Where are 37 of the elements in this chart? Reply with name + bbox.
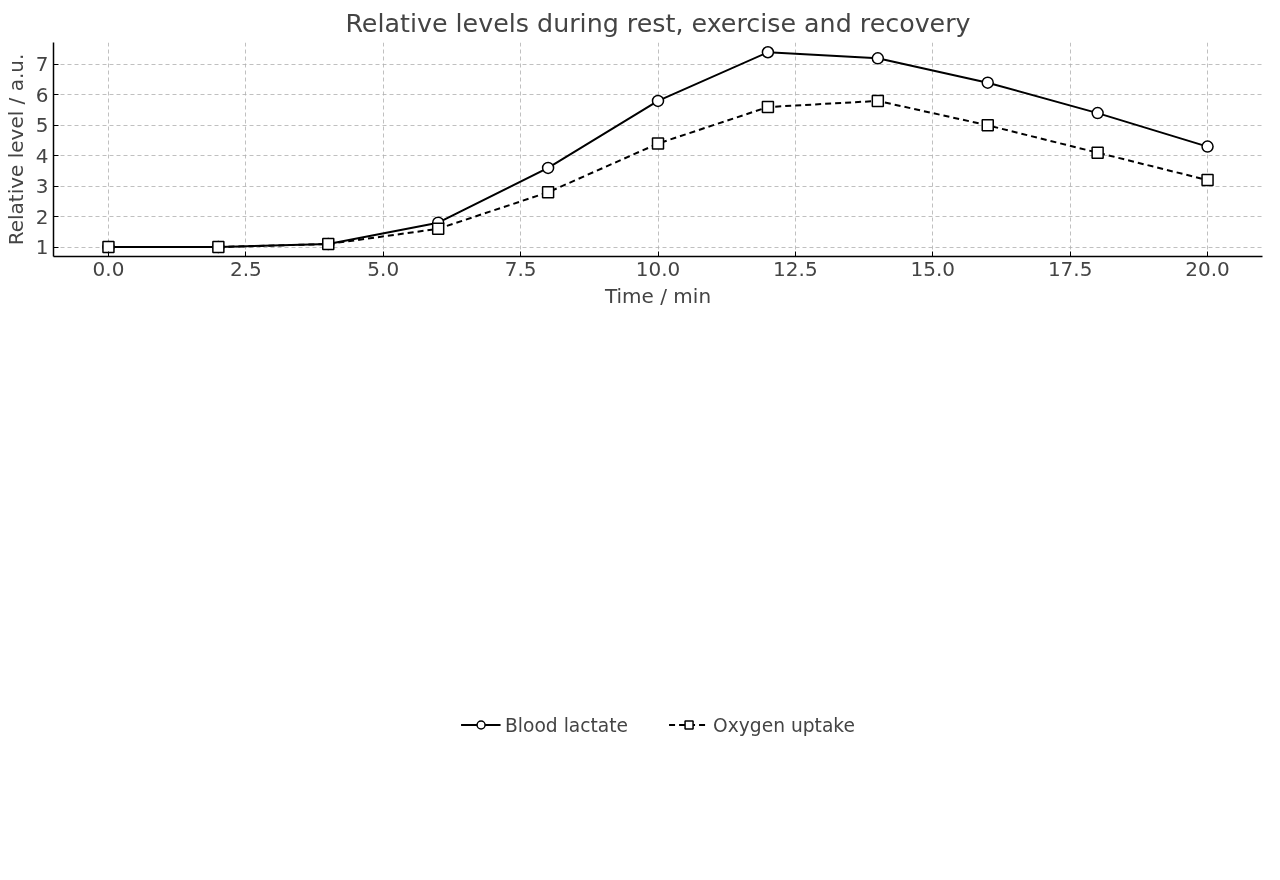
point (981, 119, 994, 132)
point (541, 186, 555, 199)
y-tick-label: 2 (35, 204, 49, 229)
y-tick-label: 7 (35, 52, 49, 77)
y-tick-label: 4 (35, 143, 49, 168)
point (981, 76, 994, 89)
point (761, 100, 775, 114)
y-tick-label: 5 (35, 113, 49, 138)
x-tick-label: 15.0 (910, 256, 956, 281)
point (1091, 146, 1104, 159)
x-tick-label: 12.5 (773, 256, 818, 281)
legend-label: Blood lactate (505, 714, 629, 736)
x-tick-label: 5.0 (367, 256, 400, 281)
point (1201, 140, 1214, 153)
x-tick-label: 0.0 (92, 256, 125, 281)
point (871, 52, 885, 65)
y-tick-label: 6 (35, 82, 49, 107)
legend-label: Oxygen uptake (713, 714, 855, 736)
point (1201, 173, 1214, 187)
x-tick-label: 2.5 (229, 256, 262, 281)
point (761, 46, 775, 59)
point (651, 137, 665, 150)
point (651, 94, 665, 108)
point (322, 237, 335, 251)
x-tick-label: 20.0 (1185, 256, 1230, 281)
y-tick-label: 3 (35, 174, 49, 199)
x-axis-title: Time / min (603, 283, 712, 308)
x-tick-label: 17.5 (1047, 256, 1093, 281)
x-tick-label: 10.0 (635, 256, 681, 281)
y-tick-label: 1 (35, 235, 49, 260)
chart-title: Relative levels during rest, exercise and recovery (345, 7, 971, 38)
x-tick-label: 7.5 (504, 256, 537, 281)
point (431, 222, 445, 236)
point (541, 161, 555, 175)
point (871, 94, 885, 108)
point (1091, 106, 1104, 120)
y-axis-title: Relative level / a.u. (3, 53, 28, 246)
